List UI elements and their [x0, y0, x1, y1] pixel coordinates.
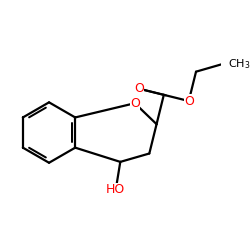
Text: HO: HO — [106, 183, 126, 196]
Text: CH$_3$: CH$_3$ — [228, 57, 250, 71]
Text: O: O — [134, 82, 144, 95]
Text: O: O — [184, 94, 194, 108]
Text: O: O — [130, 97, 140, 110]
